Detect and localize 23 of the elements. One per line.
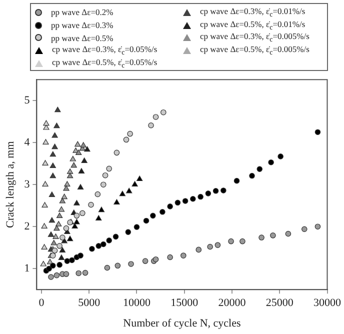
x-tick-label: 10000 [122, 297, 151, 310]
x-tick-label: 30000 [314, 297, 342, 310]
legend-label: pp wave Δε=0.3% [51, 20, 114, 30]
legend-label: pp wave Δε=0.2% [51, 7, 114, 18]
y-axis-title: Crack length a, mm [4, 140, 16, 228]
x-axis-title: Number of cycle N, cycles [123, 317, 241, 330]
x-tick-label: 25000 [266, 297, 294, 310]
y-tick-label: 5 [24, 94, 30, 106]
x-tick-label: 20000 [218, 297, 246, 310]
legend-label: cp wave Δε=0.3%, ε̇$_{c}$=0.005%/s [200, 31, 310, 44]
legend-label: cp wave Δε=0.5%, ε̇$_{c}$=0.005%/s [200, 44, 310, 57]
y-tick-label: 1 [24, 262, 30, 274]
legend-label: pp wave Δε=0.5% [51, 32, 114, 43]
legend-label: cp wave Δε=0.5%, ε̇$_{c}$=0.01%/s [200, 18, 306, 32]
y-tick-label: 4 [24, 136, 30, 148]
legend-label: cp wave Δε=0.3%, ε̇$_{c}$=0.01%/s [200, 6, 306, 19]
x-tick-label: 0 [38, 297, 45, 310]
y-tick-label: 3 [24, 178, 30, 190]
x-tick-label: 15000 [170, 297, 199, 310]
y-tick-label: 2 [24, 220, 30, 232]
x-tick-label: 5000 [78, 297, 101, 310]
legend-label: cp wave Δε=0.5%, ε̇$_{c}$=0.05%/s [52, 56, 158, 70]
legend-label: cp wave Δε=0.3%, ε̇$_{c}$=0.05%/s [52, 44, 158, 57]
